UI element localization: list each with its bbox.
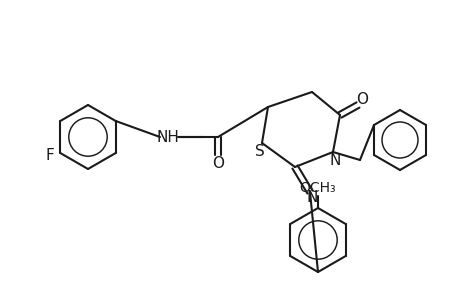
- Text: F: F: [46, 148, 55, 163]
- Text: N: N: [329, 152, 340, 167]
- Text: O: O: [212, 155, 224, 170]
- Text: S: S: [255, 143, 264, 158]
- Text: NH: NH: [156, 130, 179, 145]
- Text: N: N: [306, 190, 317, 206]
- Text: O: O: [355, 92, 367, 106]
- Text: OCH₃: OCH₃: [299, 181, 336, 195]
